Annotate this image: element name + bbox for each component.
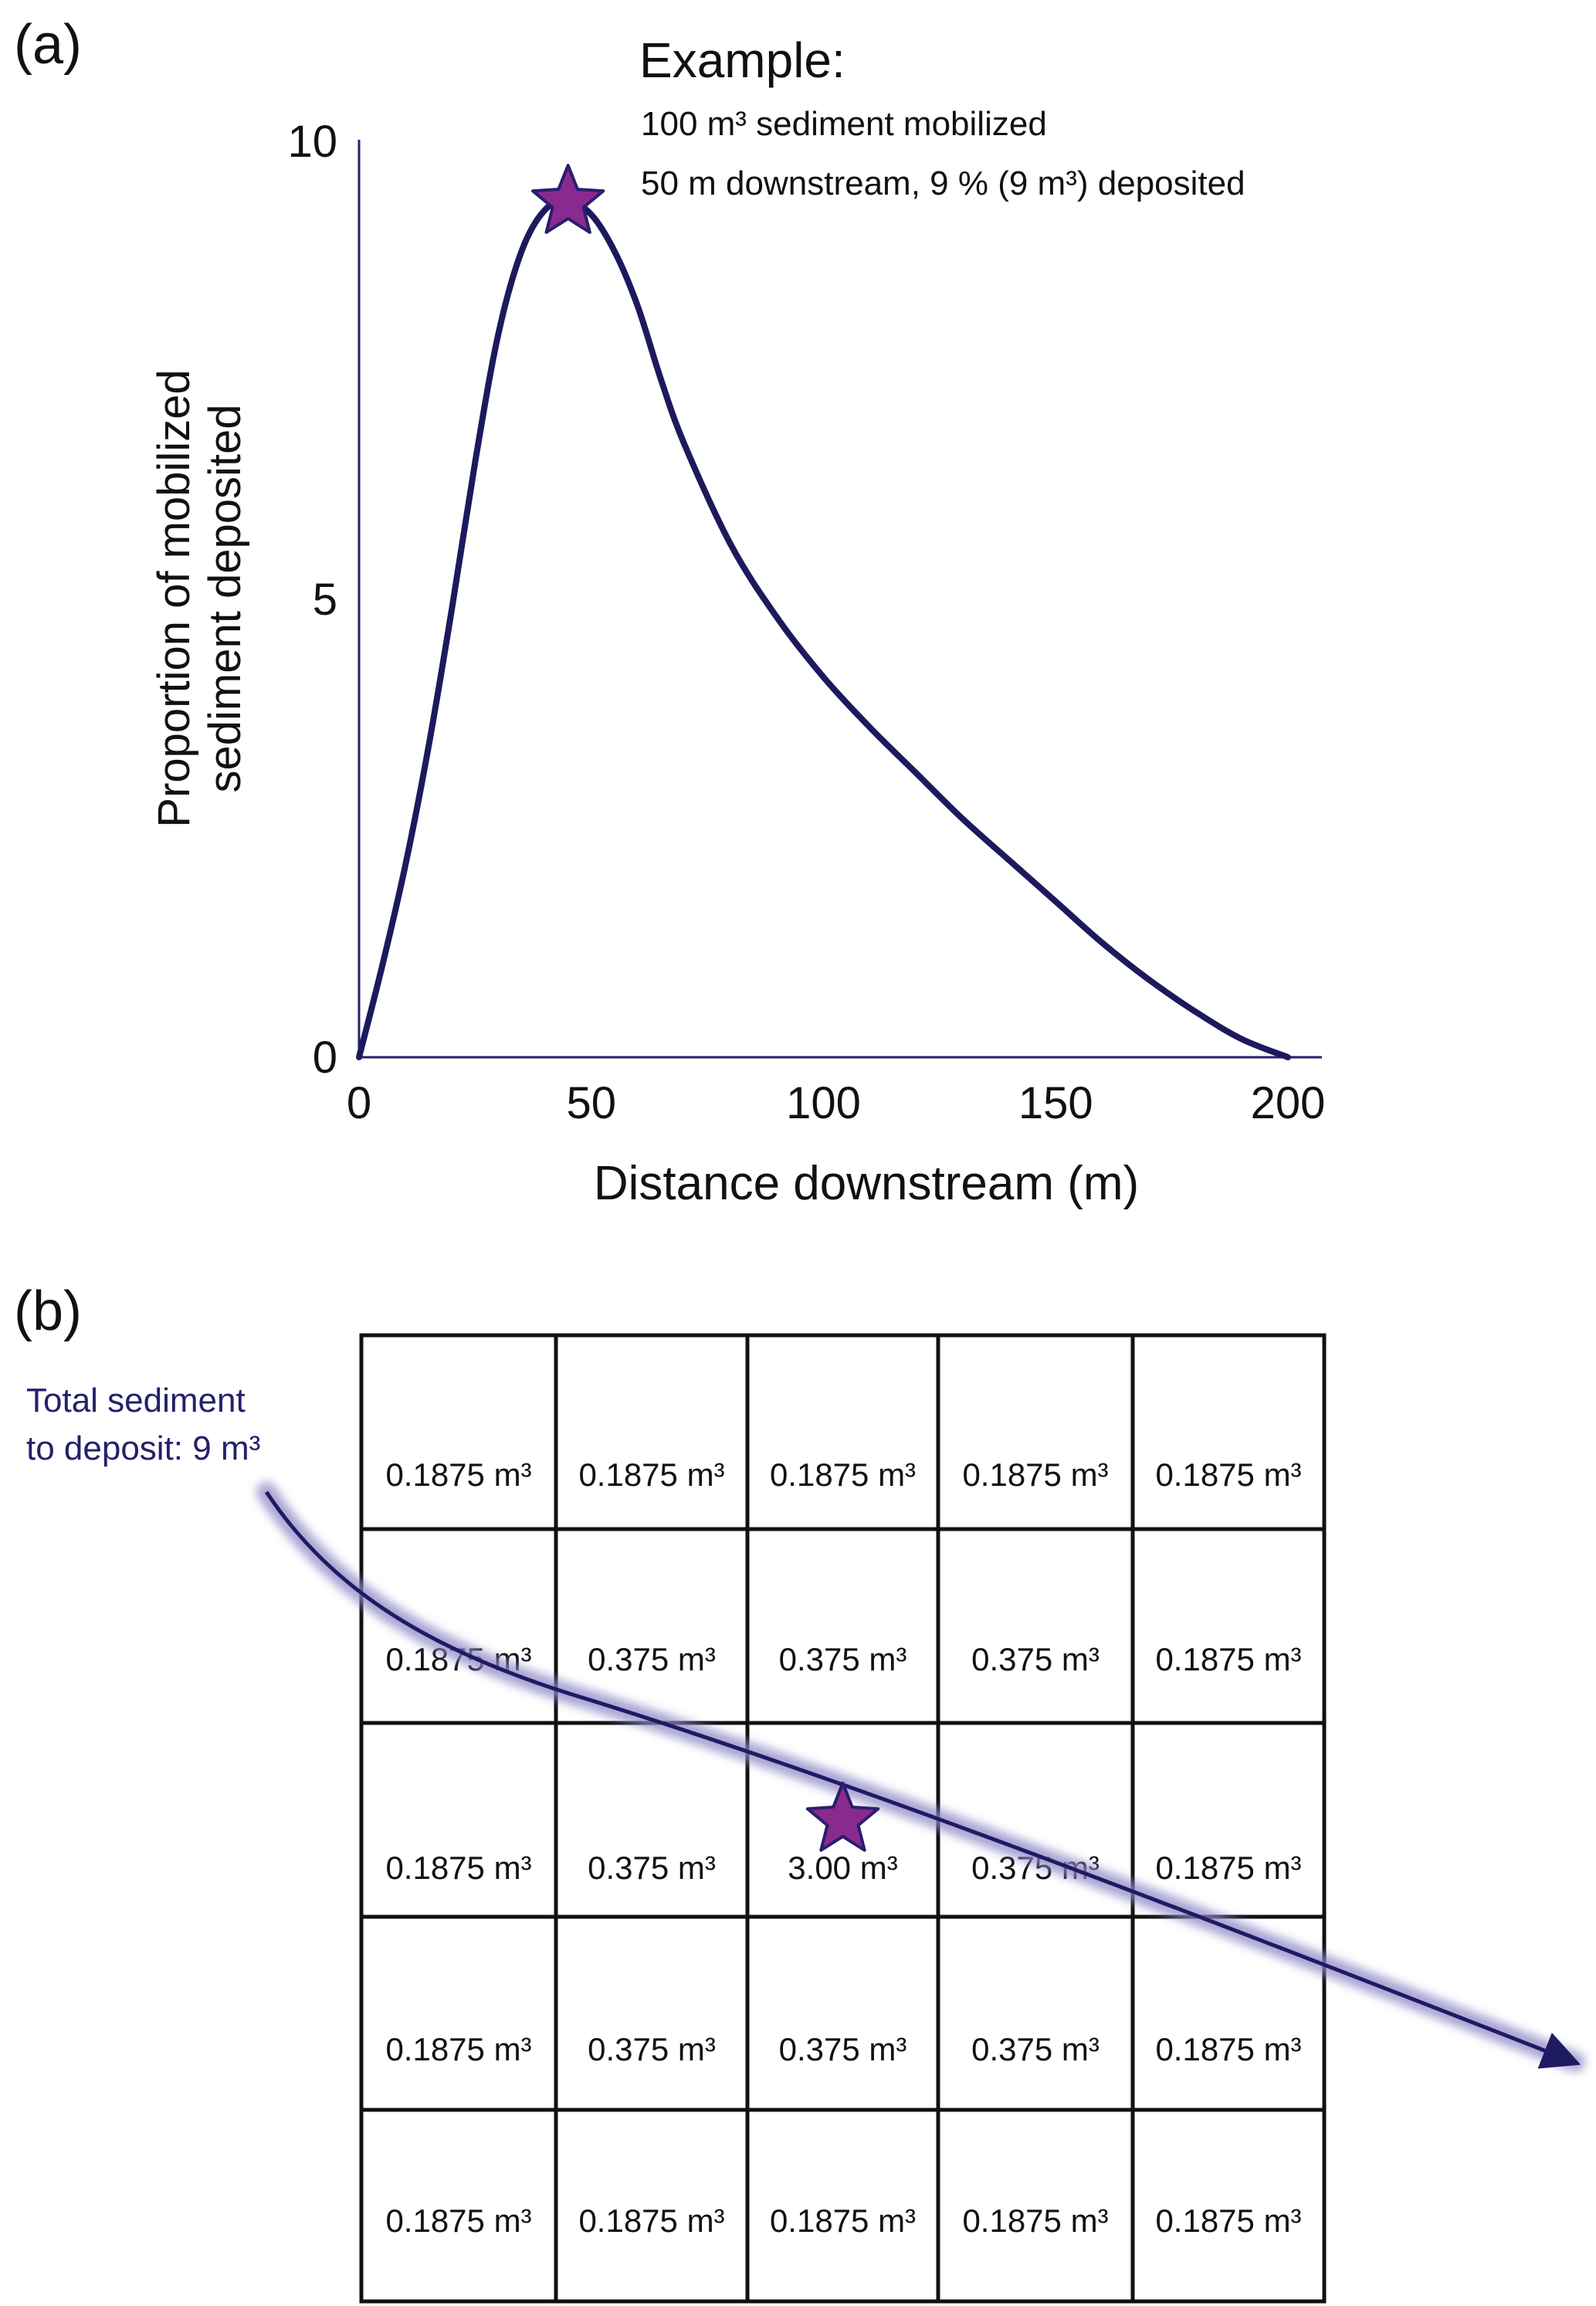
grid-cell: 0.1875 m³ xyxy=(359,1721,558,1919)
grid-cell-border xyxy=(554,1914,750,2112)
grid-cell: 0.1875 m³ xyxy=(359,1914,558,2112)
grid-cell: 0.1875 m³ xyxy=(745,2108,940,2304)
grid-cell-value: 0.1875 m³ xyxy=(770,1457,916,1493)
grid-cell-border xyxy=(1130,1333,1327,1531)
series-line xyxy=(356,197,1291,1060)
grid-cell-value: 0.1875 m³ xyxy=(578,2203,724,2239)
grid-cell-value: 0.1875 m³ xyxy=(385,2031,531,2067)
grid-cell-value: 0.375 m³ xyxy=(588,1850,716,1886)
grid-cell-border xyxy=(359,1721,558,1919)
grid-cell-value: 0.1875 m³ xyxy=(1155,2203,1301,2239)
grid-cell-border xyxy=(936,1333,1135,1531)
example-line-2: 50 m downstream, 9 % (9 m³) deposited xyxy=(641,164,1245,202)
example-annotation: Example: 100 m³ sediment mobilized 50 m … xyxy=(639,32,1245,202)
grid-cell-value: 0.375 m³ xyxy=(779,2031,907,2067)
grid-cell-value: 0.1875 m³ xyxy=(770,2203,916,2239)
example-line-1: 100 m³ sediment mobilized xyxy=(641,105,1047,143)
grid-cell: 0.375 m³ xyxy=(745,1914,940,2112)
grid-cell-value: 0.1875 m³ xyxy=(1155,1641,1301,1677)
grid-cell: 0.1875 m³ xyxy=(1130,1721,1327,1919)
grid-cell-border xyxy=(1130,1527,1327,1725)
grid-cell-value: 0.1875 m³ xyxy=(1155,1457,1301,1493)
panel-b: (b) Total sediment to deposit: 9 m³ 0.18… xyxy=(14,1280,1585,2304)
grid-cell: 0.1875 m³ xyxy=(936,2108,1135,2304)
star-icon xyxy=(805,1782,880,1852)
grid-cell-value: 0.1875 m³ xyxy=(385,1457,531,1493)
panel-b-label: (b) xyxy=(14,1280,82,1342)
x-axis-title: Distance downstream (m) xyxy=(594,1157,1139,1210)
x-tick-labels: 0 50 100 150 200 xyxy=(347,1078,1326,1128)
grid-star-marker xyxy=(805,1782,880,1852)
y-tick-label: 5 xyxy=(313,575,337,625)
grid-cell: 0.1875 m³ xyxy=(554,1333,750,1531)
grid-cell-value: 0.1875 m³ xyxy=(962,1457,1108,1493)
arrow-label-line-1: Total sediment xyxy=(26,1382,246,1419)
grid-cell-value: 0.1875 m³ xyxy=(385,1850,531,1886)
grid-cell-border xyxy=(745,1527,940,1725)
grid-cell-border xyxy=(936,1527,1135,1725)
grid-cell-border xyxy=(936,1914,1135,2112)
y-axis-title-line-2: sediment deposited xyxy=(200,405,250,793)
arrow-label-line-2: to deposit: 9 m³ xyxy=(26,1429,260,1467)
x-tick-label: 200 xyxy=(1251,1078,1326,1128)
chart: Proportion of mobilized sediment deposit… xyxy=(149,117,1325,1210)
star-icon xyxy=(531,164,605,234)
grid-cell: 0.375 m³ xyxy=(936,1527,1135,1725)
deposition-grid: 0.1875 m³ 0.1875 m³ 0.1875 m³ 0.1875 m³ 0.18… xyxy=(359,1333,1327,2304)
grid-cell: 0.1875 m³ xyxy=(1130,1914,1327,2112)
x-tick-label: 0 xyxy=(347,1078,371,1128)
grid-cell-border xyxy=(359,1333,558,1531)
grid-cell: 0.1875 m³ xyxy=(1130,1527,1327,1725)
grid-cell-value: 0.375 m³ xyxy=(588,2031,716,2067)
y-tick-labels: 0 5 10 xyxy=(287,117,337,1083)
grid-cell: 0.375 m³ xyxy=(936,1914,1135,2112)
peak-star-marker xyxy=(531,164,605,234)
grid-cell: 0.1875 m³ xyxy=(359,1527,558,1725)
grid-cell-value: 0.1875 m³ xyxy=(385,2203,531,2239)
flow-arrow-line xyxy=(264,1490,1581,2069)
panel-a-label: (a) xyxy=(14,14,82,76)
grid-cell-value: 0.375 m³ xyxy=(779,1641,907,1677)
grid-cell-border xyxy=(359,1914,558,2112)
grid-cell: 0.1875 m³ xyxy=(1130,1333,1327,1531)
y-tick-label: 10 xyxy=(287,117,337,167)
grid-cell: 0.1875 m³ xyxy=(554,2108,750,2304)
grid-cell: 0.1875 m³ xyxy=(936,1333,1135,1531)
y-axis-title-line-1: Proportion of mobilized xyxy=(149,369,199,827)
grid-cell-border xyxy=(1130,1721,1327,1919)
flow-arrow xyxy=(256,1482,1585,2072)
x-tick-label: 150 xyxy=(1018,1078,1093,1128)
panel-a: (a) Example: 100 m³ sediment mobilized 5… xyxy=(14,14,1325,1210)
x-tick-label: 50 xyxy=(566,1078,616,1128)
grid-cell-value: 0.1875 m³ xyxy=(1155,1850,1301,1886)
grid-cell-value: 3.00 m³ xyxy=(788,1850,897,1886)
grid-cell-value: 0.1875 m³ xyxy=(1155,2031,1301,2067)
grid-cell-value: 0.375 m³ xyxy=(971,1641,1100,1677)
grid-cell: 0.375 m³ xyxy=(554,1914,750,2112)
grid-cell-value: 0.1875 m³ xyxy=(962,2203,1108,2239)
grid-cell: 0.1875 m³ xyxy=(1130,2108,1327,2304)
grid-cell: 0.1875 m³ xyxy=(359,1333,558,1531)
x-tick-label: 100 xyxy=(786,1078,861,1128)
flow-arrow-glow xyxy=(256,1482,1585,2072)
grid-cell: 0.1875 m³ xyxy=(359,2108,558,2304)
grid-cell-value: 0.375 m³ xyxy=(588,1641,716,1677)
grid-cell: 0.1875 m³ xyxy=(745,1333,940,1531)
grid-cell-value: 0.1875 m³ xyxy=(578,1457,724,1493)
grid-cell: 0.375 m³ xyxy=(745,1527,940,1725)
grid-cell-border xyxy=(359,1527,558,1725)
grid-cell-border xyxy=(745,1914,940,2112)
grid-cell-border xyxy=(554,1333,750,1531)
grid-cell-value: 0.375 m³ xyxy=(971,2031,1100,2067)
grid-cell-border xyxy=(745,1333,940,1531)
y-tick-label: 0 xyxy=(313,1033,337,1083)
grid-cell-border xyxy=(1130,2108,1327,2304)
y-axis-title: Proportion of mobilized sediment deposit… xyxy=(149,369,250,827)
example-heading: Example: xyxy=(639,32,845,88)
